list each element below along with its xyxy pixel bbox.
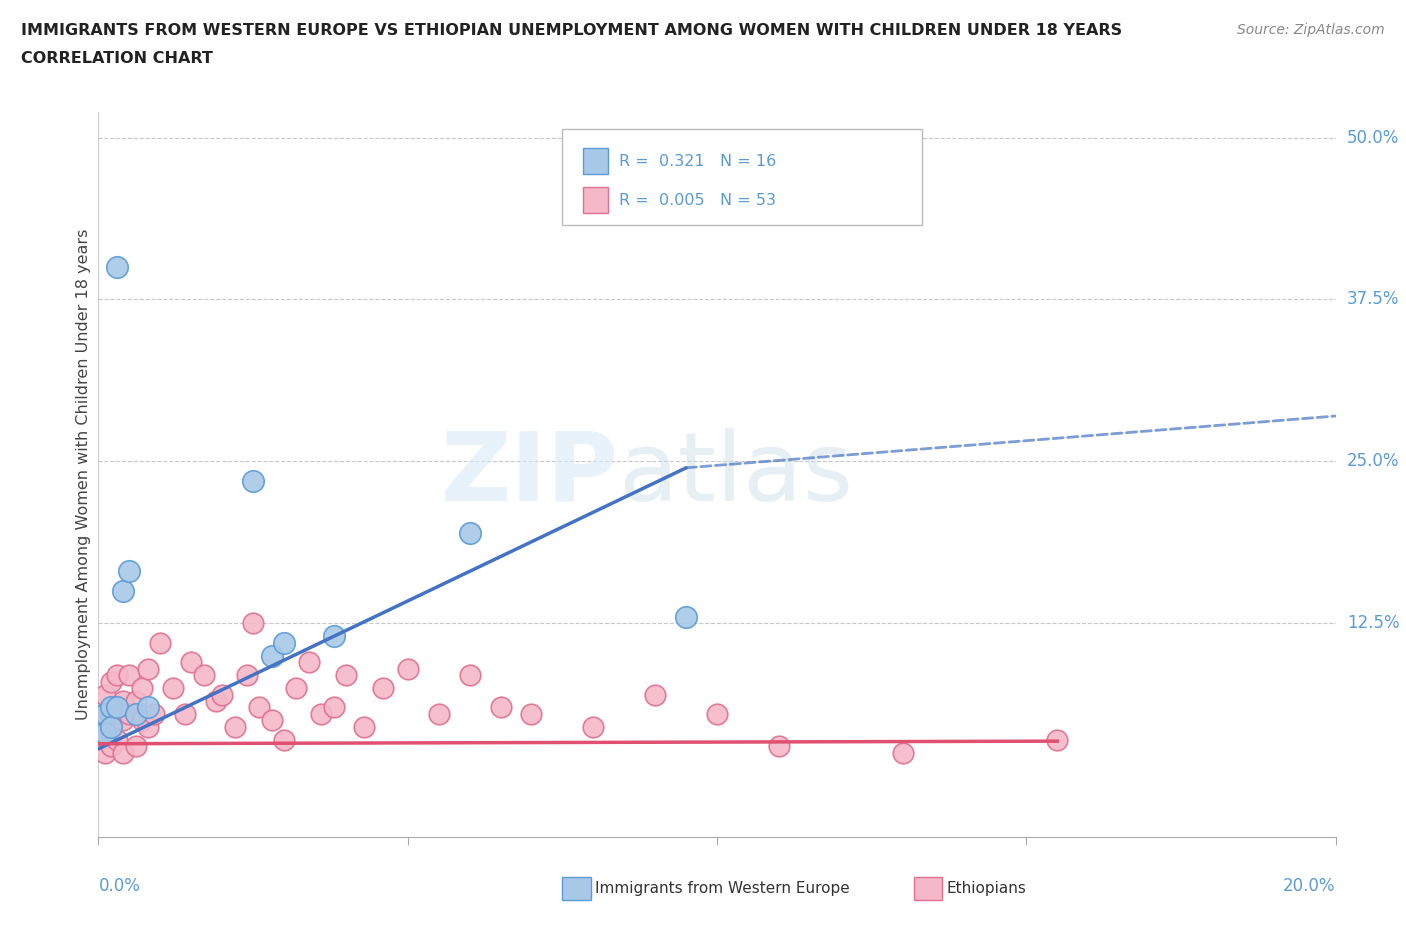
Text: 50.0%: 50.0%	[1347, 128, 1399, 147]
Text: 37.5%: 37.5%	[1347, 290, 1399, 309]
Point	[427, 707, 450, 722]
Point	[100, 674, 122, 689]
Point	[112, 583, 135, 598]
Point	[180, 655, 202, 670]
Point	[675, 609, 697, 624]
Text: Ethiopians: Ethiopians	[946, 881, 1026, 896]
Point	[298, 655, 321, 670]
Point	[458, 668, 481, 683]
Point	[224, 720, 246, 735]
Text: ZIP: ZIP	[440, 428, 619, 521]
Point	[100, 720, 122, 735]
Point	[396, 661, 419, 676]
Point	[242, 616, 264, 631]
Point	[458, 525, 481, 540]
Point	[371, 681, 394, 696]
Point	[112, 745, 135, 760]
Point	[260, 713, 283, 728]
Point	[100, 700, 122, 715]
Point	[768, 738, 790, 753]
Text: Source: ZipAtlas.com: Source: ZipAtlas.com	[1237, 23, 1385, 37]
Point	[112, 694, 135, 709]
Point	[93, 745, 115, 760]
Point	[105, 707, 128, 722]
Point	[273, 733, 295, 748]
Point	[205, 694, 228, 709]
Point	[105, 259, 128, 274]
Point	[260, 648, 283, 663]
Point	[520, 707, 543, 722]
Point	[149, 635, 172, 650]
Point	[93, 707, 115, 722]
Point	[118, 564, 141, 578]
Text: R =  0.005   N = 53: R = 0.005 N = 53	[619, 193, 776, 207]
Point	[143, 707, 166, 722]
Point	[582, 720, 605, 735]
Point	[112, 713, 135, 728]
Text: R =  0.321   N = 16: R = 0.321 N = 16	[619, 153, 776, 168]
Text: 12.5%: 12.5%	[1347, 615, 1399, 632]
Point	[174, 707, 197, 722]
Point	[285, 681, 308, 696]
Point	[136, 720, 159, 735]
Point	[124, 694, 146, 709]
Point	[242, 473, 264, 488]
Point	[353, 720, 375, 735]
Text: 25.0%: 25.0%	[1347, 452, 1399, 471]
Text: CORRELATION CHART: CORRELATION CHART	[21, 51, 212, 66]
Point	[131, 713, 153, 728]
Point	[162, 681, 184, 696]
Point	[211, 687, 233, 702]
Text: IMMIGRANTS FROM WESTERN EUROPE VS ETHIOPIAN UNEMPLOYMENT AMONG WOMEN WITH CHILDR: IMMIGRANTS FROM WESTERN EUROPE VS ETHIOP…	[21, 23, 1122, 38]
Text: 20.0%: 20.0%	[1284, 877, 1336, 895]
Text: 0.0%: 0.0%	[98, 877, 141, 895]
Point	[193, 668, 215, 683]
Point	[236, 668, 259, 683]
Point	[322, 700, 344, 715]
Point	[93, 726, 115, 741]
Point	[118, 707, 141, 722]
Point	[124, 738, 146, 753]
Point	[105, 700, 128, 715]
Point	[644, 687, 666, 702]
Point	[247, 700, 270, 715]
Point	[309, 707, 332, 722]
Point	[93, 726, 115, 741]
Point	[322, 629, 344, 644]
Text: Immigrants from Western Europe: Immigrants from Western Europe	[595, 881, 849, 896]
Point	[136, 661, 159, 676]
Y-axis label: Unemployment Among Women with Children Under 18 years: Unemployment Among Women with Children U…	[76, 229, 91, 720]
Point	[489, 700, 512, 715]
Point	[706, 707, 728, 722]
Point	[93, 687, 115, 702]
Point	[335, 668, 357, 683]
Point	[100, 713, 122, 728]
Point	[136, 700, 159, 715]
Text: atlas: atlas	[619, 428, 853, 521]
Point	[93, 707, 115, 722]
Point	[124, 707, 146, 722]
Point	[891, 745, 914, 760]
Point	[118, 668, 141, 683]
Point	[131, 681, 153, 696]
Point	[105, 733, 128, 748]
Point	[105, 668, 128, 683]
Point	[1046, 733, 1069, 748]
Point	[273, 635, 295, 650]
Point	[100, 738, 122, 753]
